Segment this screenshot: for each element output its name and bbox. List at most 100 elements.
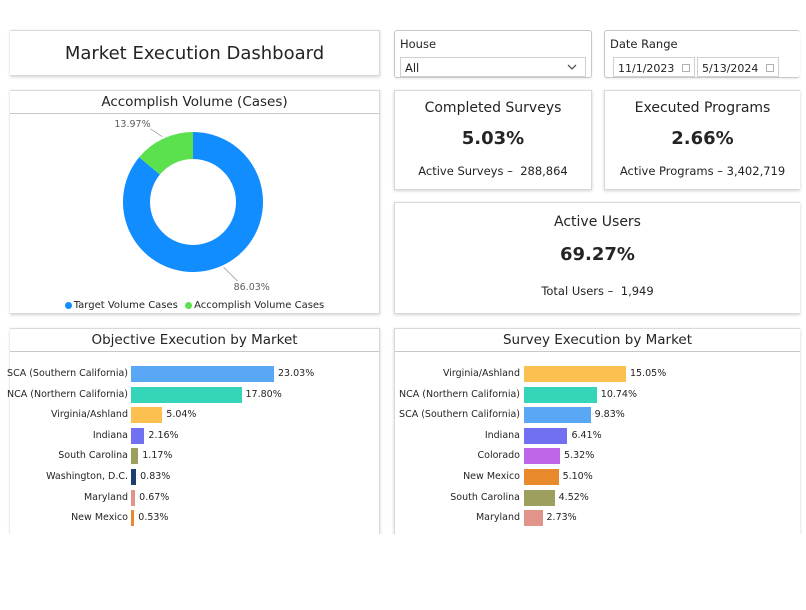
end-date-input[interactable]: 5/13/2024 <box>697 57 779 77</box>
legend-label-target: Target Volume Cases <box>73 300 178 311</box>
legend-item-accomplish[interactable]: Accomplish Volume Cases <box>185 300 324 311</box>
date-range-slicer: Date Range 11/1/2023 5/13/2024 <box>604 30 800 78</box>
bar[interactable] <box>131 386 242 403</box>
legend-dot-accomplish <box>185 301 193 309</box>
bar-category-label: Maryland <box>475 512 520 524</box>
bar-data-label: 0.67% <box>139 491 170 503</box>
bar-category-label: SCA (Southern California) <box>399 409 520 421</box>
bar-row: NCA (Northern California) 10.74% <box>395 386 800 404</box>
bar-category-label: Virginia/Ashland <box>50 409 128 421</box>
bar-data-label: 6.41% <box>571 429 602 441</box>
bar-category-label: Maryland <box>83 491 128 503</box>
title-divider <box>395 351 800 352</box>
bar-data-label: 17.80% <box>245 388 282 400</box>
bar[interactable] <box>131 469 137 485</box>
house-slicer: House All <box>394 30 592 78</box>
donut-legend: Target Volume Cases Accomplish Volume Ca… <box>10 300 379 311</box>
donut-slice-accomplish[interactable] <box>139 132 193 175</box>
survey-bar-chart: Virginia/Ashland 15.05% NCA (Northern Cali… <box>395 365 800 565</box>
leader-line-target <box>223 266 238 282</box>
title-divider <box>10 113 379 114</box>
page-title: Market Execution Dashboard <box>64 43 325 64</box>
kpi-value: 5.03% <box>461 128 525 149</box>
kpi-sub-label: Active Surveys <box>418 164 504 178</box>
bar-category-label: NCA (Northern California) <box>399 388 520 400</box>
kpi-sub-value: 3,402,719 <box>726 164 786 178</box>
bar-row: Washington, D.C. 0.83% <box>10 468 379 486</box>
bar-data-label: 0.53% <box>138 512 169 524</box>
bar-data-label: 10.74% <box>600 388 638 400</box>
bar[interactable] <box>524 448 561 465</box>
bar-category-label: NCA (Northern California) <box>7 388 128 400</box>
bar-category-label: South Carolina <box>450 491 520 503</box>
bar[interactable] <box>524 366 626 382</box>
canvas-background <box>0 534 806 610</box>
bar-category-label: Washington, D.C. <box>46 471 128 482</box>
bar[interactable] <box>524 510 543 527</box>
date-range-label: Date Range <box>610 37 678 51</box>
bar-row: New Mexico 5.10% <box>395 468 800 486</box>
bar[interactable] <box>131 510 135 527</box>
house-dropdown[interactable]: All <box>400 57 586 77</box>
bar[interactable] <box>131 427 145 444</box>
calendar-icon[interactable] <box>682 64 690 72</box>
data-label-accomplish: 13.97% <box>114 119 150 130</box>
bar[interactable] <box>524 489 555 506</box>
legend-dot-target <box>64 301 72 309</box>
bar-category-label: South Carolina <box>58 450 128 462</box>
title-card: Market Execution Dashboard <box>10 30 380 76</box>
bar-category-label: Virginia/Ashland <box>442 368 520 379</box>
bar-row: SCA (Southern California) 9.83% <box>395 406 800 424</box>
bar-row: Colorado 5.32% <box>395 447 800 465</box>
title-divider <box>10 351 379 352</box>
bar[interactable] <box>524 386 597 403</box>
kpi-subtext: Active Programs – 3,402,719 <box>619 164 786 178</box>
bar-category-label: Indiana <box>484 429 520 441</box>
legend-item-target[interactable]: Target Volume Cases <box>64 300 178 311</box>
survey-chart-title: Survey Execution by Market <box>502 332 693 348</box>
bar-data-label: 1.17% <box>142 450 173 462</box>
bar-row: South Carolina 4.52% <box>395 489 800 507</box>
bar[interactable] <box>524 427 568 444</box>
bar-data-label: 5.10% <box>562 471 593 482</box>
donut-slice-target[interactable] <box>122 132 263 272</box>
start-date-input[interactable]: 11/1/2023 <box>613 57 695 77</box>
kpi-sub-label: Total Users <box>541 284 605 298</box>
kpi-title: Completed Surveys <box>424 100 562 116</box>
chevron-down-icon <box>567 64 577 70</box>
bar[interactable] <box>524 469 559 485</box>
kpi-subtext: Active Surveys – 288,864 <box>418 164 568 178</box>
bar-row: South Carolina 1.17% <box>10 447 379 465</box>
bar-row: Maryland 2.73% <box>395 509 800 527</box>
house-slicer-label: House <box>400 37 437 51</box>
donut-chart-title: Accomplish Volume (Cases) <box>101 94 288 110</box>
kpi-sub-value: 288,864 <box>520 164 568 178</box>
bar-category-label: New Mexico <box>71 512 128 524</box>
house-dropdown-value: All <box>405 61 420 75</box>
kpi-sub-label: Active Programs <box>619 164 714 178</box>
calendar-icon[interactable] <box>766 64 774 72</box>
kpi-executed-programs: Executed Programs 2.66% Active Programs … <box>604 90 800 190</box>
bar-row: Maryland 0.67% <box>10 489 379 507</box>
kpi-completed-surveys: Completed Surveys 5.03% Active Surveys –… <box>394 90 592 190</box>
objective-bar-chart: SCA (Southern California) 23.03% NCA (Nort… <box>7 365 379 565</box>
bar-category-label: New Mexico <box>463 471 520 482</box>
kpi-subtext: Total Users – 1,949 <box>541 284 654 298</box>
start-date-value: 11/1/2023 <box>618 62 675 75</box>
bar[interactable] <box>131 448 139 465</box>
bar-data-label: 5.32% <box>564 450 595 462</box>
bar-category-label: Colorado <box>477 450 520 462</box>
bar-data-label: 0.83% <box>140 471 171 482</box>
kpi-value: 2.66% <box>671 128 734 149</box>
bar[interactable] <box>131 407 163 424</box>
bar[interactable] <box>131 489 136 506</box>
kpi-active-users: Active Users 69.27% Total Users – 1,949 <box>394 202 800 314</box>
bar[interactable] <box>524 407 591 424</box>
bar-row: Indiana 2.16% <box>10 427 379 445</box>
bar-data-label: 9.83% <box>594 409 625 421</box>
bar-data-label: 5.04% <box>166 409 197 421</box>
bar[interactable] <box>131 366 274 382</box>
bar-category-label: Indiana <box>92 429 128 441</box>
accomplish-volume-card: Accomplish Volume (Cases) 86.03% 13.97% … <box>10 90 380 314</box>
bar-data-label: 2.16% <box>148 429 179 441</box>
